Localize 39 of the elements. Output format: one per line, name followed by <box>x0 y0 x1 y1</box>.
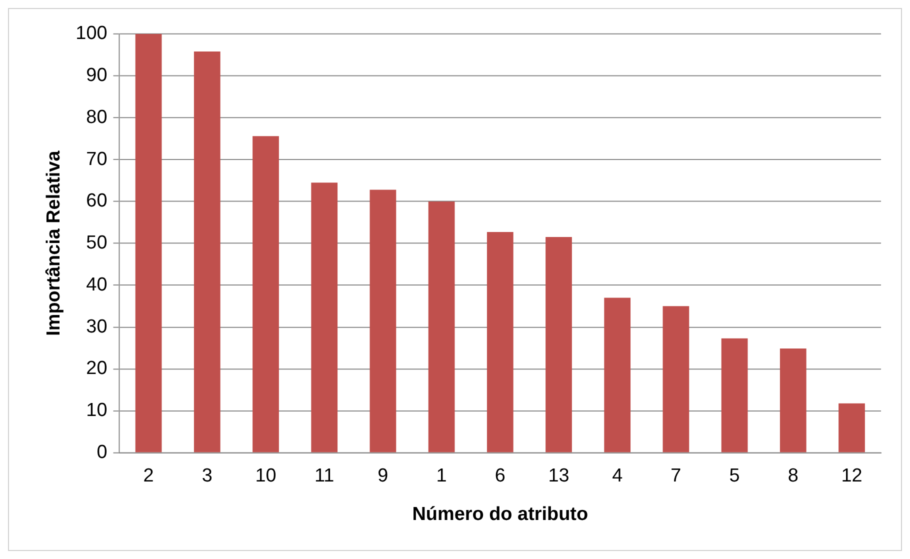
bar <box>546 237 572 452</box>
bar <box>252 136 279 452</box>
bar <box>780 348 806 452</box>
y-tick-label: 60 <box>86 190 108 212</box>
y-tick-label: 0 <box>96 442 108 463</box>
x-tick-label: 4 <box>612 465 623 486</box>
y-tick-label: 50 <box>86 232 108 254</box>
bar <box>721 338 748 452</box>
bar <box>370 190 396 452</box>
x-tick-label: 8 <box>788 465 798 486</box>
y-tick-label: 80 <box>86 106 108 128</box>
x-tick-label: 12 <box>841 465 862 486</box>
x-tick-label: 1 <box>436 465 447 486</box>
x-tick-label: 3 <box>202 465 212 486</box>
bar <box>428 201 455 452</box>
bar <box>311 182 338 452</box>
bar <box>838 403 865 452</box>
bar <box>486 232 514 452</box>
y-tick-label: 20 <box>86 358 108 380</box>
y-tick-label: 10 <box>86 400 108 422</box>
bar <box>135 34 162 452</box>
y-tick-label: 30 <box>86 316 108 338</box>
y-tick-label: 100 <box>76 23 108 44</box>
y-tick-label: 90 <box>86 65 108 86</box>
x-tick-label: 9 <box>378 465 388 486</box>
x-tick-label: 2 <box>143 465 154 486</box>
bar <box>604 298 631 452</box>
x-tick-label: 5 <box>729 465 740 486</box>
y-axis-title: Importância Relativa <box>44 150 65 336</box>
x-tick-label: 11 <box>314 465 334 486</box>
y-tick-label: 70 <box>86 148 108 170</box>
bar <box>194 52 220 452</box>
y-tick-label: 40 <box>86 274 108 296</box>
x-tick-label: 13 <box>548 465 570 486</box>
x-tick-label: 10 <box>255 465 276 486</box>
bar <box>662 306 690 452</box>
x-tick-label: 6 <box>494 465 506 486</box>
x-axis-title: Número do atributo <box>412 504 588 525</box>
x-tick-label: 7 <box>670 465 682 486</box>
